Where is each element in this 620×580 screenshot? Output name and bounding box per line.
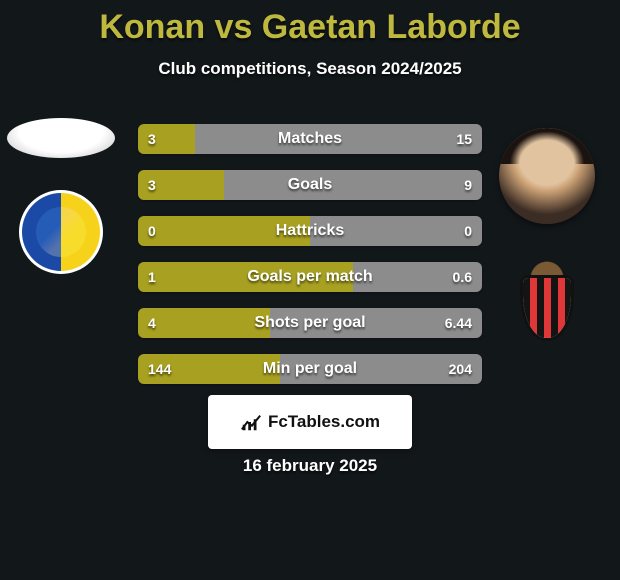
right-column bbox=[492, 128, 602, 356]
stat-right-value: 204 bbox=[449, 361, 472, 377]
stat-label: Shots per goal bbox=[254, 314, 365, 332]
subtitle: Club competitions, Season 2024/2025 bbox=[0, 47, 620, 79]
stat-left-fill bbox=[138, 308, 270, 338]
chart-icon bbox=[240, 411, 262, 433]
stat-right-value: 6.44 bbox=[445, 315, 472, 331]
stat-label: Hattricks bbox=[276, 222, 344, 240]
stats-bars: 3 15 Matches 3 9 Goals 0 0 Hattricks 1 0.6 Goals pe… bbox=[138, 124, 482, 384]
stat-label: Matches bbox=[278, 130, 342, 148]
left-column bbox=[6, 118, 116, 274]
stat-label: Goals bbox=[288, 176, 332, 194]
comparison-card: Konan vs Gaetan Laborde Club competition… bbox=[0, 0, 620, 580]
stat-right-fill bbox=[224, 170, 482, 200]
stat-row: 4 6.44 Shots per goal bbox=[138, 308, 482, 338]
stat-left-value: 1 bbox=[148, 269, 156, 285]
stat-right-value: 0 bbox=[464, 223, 472, 239]
stat-left-value: 3 bbox=[148, 131, 156, 147]
stat-left-value: 144 bbox=[148, 361, 171, 377]
stat-label: Min per goal bbox=[263, 360, 357, 378]
stat-row: 144 204 Min per goal bbox=[138, 354, 482, 384]
stat-right-value: 0.6 bbox=[453, 269, 472, 285]
player-right-avatar bbox=[499, 128, 595, 224]
player-left-avatar bbox=[7, 118, 115, 158]
stat-left-fill bbox=[138, 124, 195, 154]
stat-right-value: 9 bbox=[464, 177, 472, 193]
stat-row: 3 9 Goals bbox=[138, 170, 482, 200]
stat-row: 3 15 Matches bbox=[138, 124, 482, 154]
stat-row: 0 0 Hattricks bbox=[138, 216, 482, 246]
stat-left-value: 0 bbox=[148, 223, 156, 239]
page-title: Konan vs Gaetan Laborde bbox=[0, 0, 620, 47]
stat-left-value: 3 bbox=[148, 177, 156, 193]
stat-left-value: 4 bbox=[148, 315, 156, 331]
club-right-badge bbox=[499, 260, 595, 356]
date-text: 16 february 2025 bbox=[0, 456, 620, 476]
stat-label: Goals per match bbox=[247, 268, 372, 286]
footer-brand-text: FcTables.com bbox=[268, 412, 380, 432]
club-left-badge bbox=[19, 190, 103, 274]
stat-row: 1 0.6 Goals per match bbox=[138, 262, 482, 292]
stat-right-value: 15 bbox=[456, 131, 472, 147]
footer-brand-card[interactable]: FcTables.com bbox=[208, 395, 412, 449]
